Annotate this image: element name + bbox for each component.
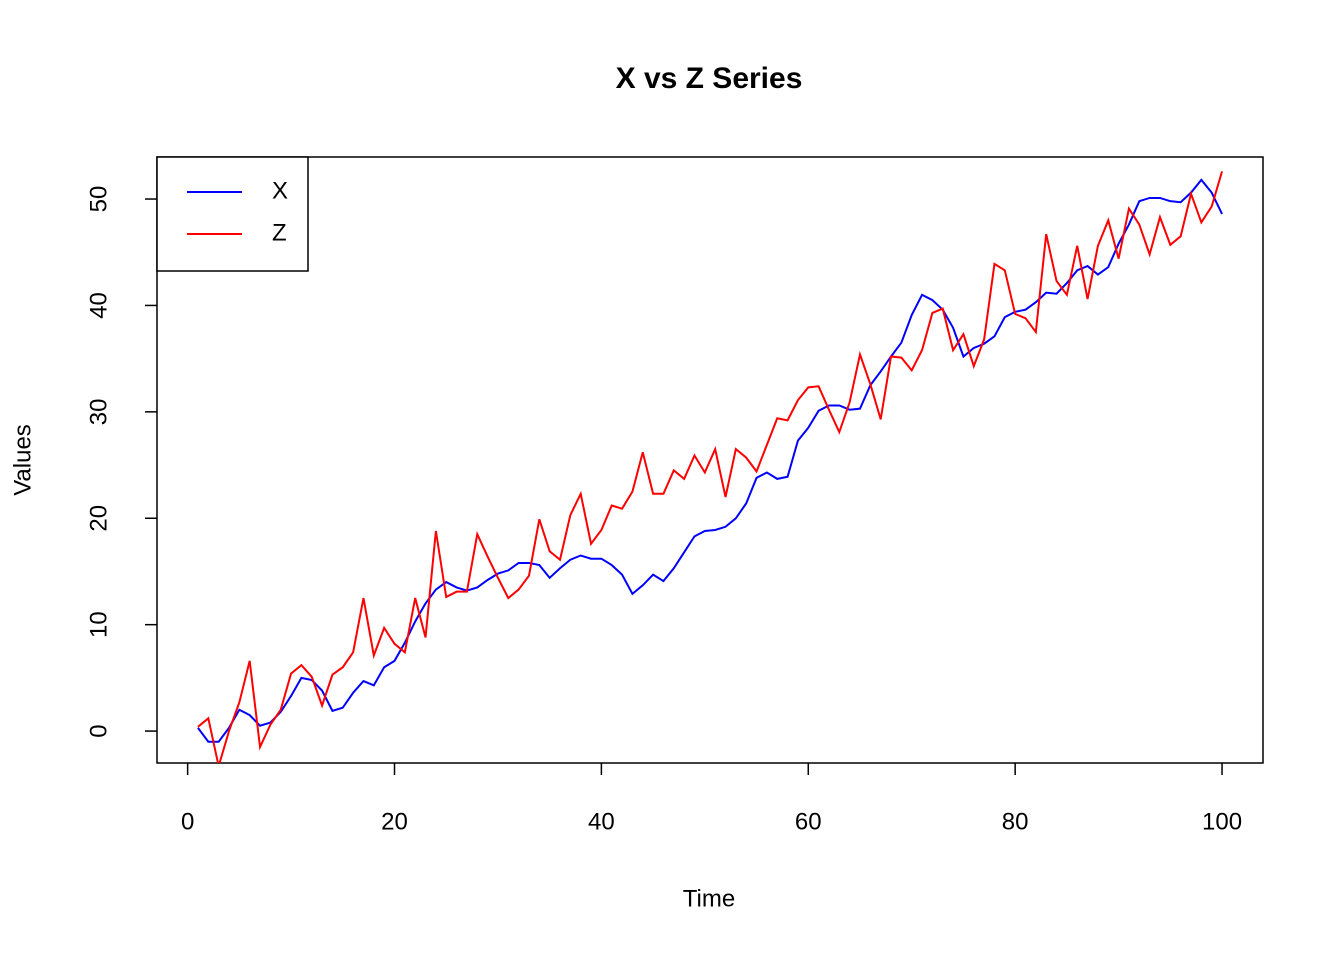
legend-label: Z bbox=[272, 219, 287, 246]
y-tick-label: 10 bbox=[85, 611, 112, 638]
y-tick-label: 50 bbox=[85, 186, 112, 213]
legend-box bbox=[156, 156, 309, 272]
chart-title: X vs Z Series bbox=[616, 62, 803, 95]
series-line bbox=[197, 171, 1223, 763]
y-axis-label: Values bbox=[9, 424, 36, 496]
x-tick-label: 80 bbox=[1002, 808, 1029, 835]
plot-frame bbox=[156, 156, 1264, 764]
y-tick-label: 40 bbox=[85, 292, 112, 319]
series-line bbox=[197, 178, 1223, 743]
plot-area bbox=[197, 171, 1223, 763]
y-tick-label: 20 bbox=[85, 505, 112, 532]
x-tick-label: 0 bbox=[181, 808, 194, 835]
x-tick-label: 100 bbox=[1202, 808, 1242, 835]
x-tick-label: 40 bbox=[588, 808, 615, 835]
y-tick-label: 30 bbox=[85, 398, 112, 425]
y-tick-label: 0 bbox=[85, 724, 112, 737]
x-tick-label: 60 bbox=[795, 808, 822, 835]
x-tick-label: 20 bbox=[381, 808, 408, 835]
x-axis-label: Time bbox=[683, 885, 735, 912]
legend-label: X bbox=[272, 177, 288, 204]
